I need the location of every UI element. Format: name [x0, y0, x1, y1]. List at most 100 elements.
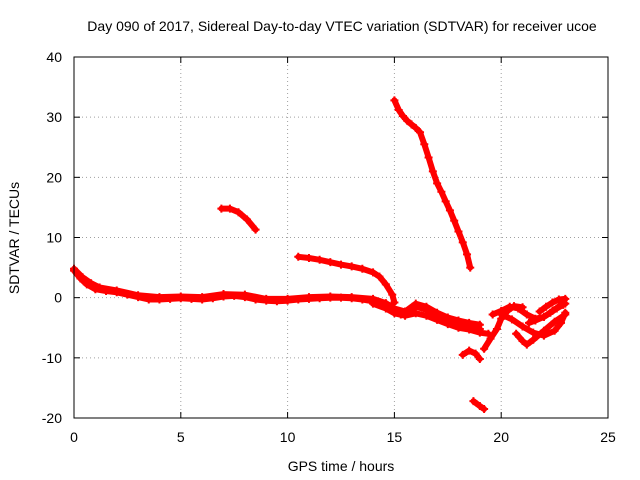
data-point — [505, 302, 514, 311]
data-point — [559, 300, 568, 309]
data-point — [390, 96, 399, 105]
x-tick-label: 15 — [387, 429, 403, 445]
x-tick-labels: 0 5 10 15 20 25 — [70, 429, 616, 445]
data-point — [134, 291, 143, 300]
y-tick-label: -10 — [42, 350, 62, 366]
data-point — [388, 290, 397, 299]
data-point — [326, 258, 335, 267]
data-point — [518, 322, 527, 331]
data-point — [78, 273, 87, 282]
y-tick-label: 0 — [54, 290, 62, 306]
data-point — [475, 320, 484, 329]
data-point — [450, 216, 459, 225]
data-point — [403, 116, 412, 125]
data-point — [466, 263, 475, 272]
data-point — [535, 307, 544, 316]
x-tick-label: 20 — [493, 429, 509, 445]
data-point — [347, 262, 356, 271]
data-point — [475, 355, 484, 364]
data-point — [283, 294, 292, 303]
data-point — [217, 204, 226, 213]
data-point — [369, 299, 378, 308]
data-point — [337, 260, 345, 269]
data-point — [198, 293, 207, 302]
x-tick-label: 5 — [177, 429, 185, 445]
x-tick-label: 25 — [600, 429, 616, 445]
data-point — [234, 208, 243, 217]
data-point — [539, 326, 548, 335]
data-point — [546, 308, 555, 317]
data-point — [475, 328, 484, 337]
y-tick-label: 20 — [46, 169, 62, 185]
data-point — [531, 316, 540, 325]
data-point — [398, 111, 407, 120]
data-point — [358, 264, 367, 273]
data-point — [463, 250, 472, 259]
data-point — [475, 401, 484, 410]
data-point — [529, 328, 538, 337]
data-point — [443, 320, 452, 329]
series-arc-18h-low — [459, 347, 483, 362]
data-point — [486, 334, 495, 343]
x-axis-label: GPS time / hours — [288, 458, 395, 474]
data-point — [416, 128, 425, 137]
data-point — [522, 340, 531, 349]
data-point — [424, 153, 433, 162]
data-series — [70, 96, 570, 413]
data-point — [497, 310, 506, 319]
data-point — [480, 344, 489, 353]
data-point — [454, 227, 463, 236]
data-point — [512, 329, 521, 338]
data-point — [219, 290, 228, 299]
data-point — [529, 335, 538, 344]
grid-lines — [74, 57, 608, 418]
data-point — [469, 397, 478, 406]
data-point — [458, 350, 467, 359]
data-point — [394, 105, 403, 114]
data-point — [465, 346, 474, 355]
data-point — [518, 336, 527, 345]
data-point — [542, 302, 551, 311]
x-tick-label: 10 — [280, 429, 296, 445]
data-point — [347, 293, 356, 302]
data-point — [251, 225, 260, 234]
data-point — [433, 308, 442, 317]
data-point — [155, 293, 164, 302]
data-point — [304, 293, 313, 302]
data-point — [471, 349, 480, 358]
data-point — [428, 167, 437, 176]
y-tick-label: -20 — [42, 410, 62, 426]
data-point — [539, 312, 548, 321]
data-point — [326, 292, 335, 301]
data-point — [548, 298, 557, 307]
data-point — [176, 292, 185, 301]
data-point — [411, 299, 420, 308]
data-point — [262, 294, 271, 303]
data-point — [454, 316, 463, 325]
data-point — [480, 404, 489, 413]
data-point — [552, 304, 561, 313]
data-point — [465, 325, 474, 334]
axis-ticks — [73, 56, 609, 419]
data-point — [524, 318, 533, 327]
data-point — [304, 253, 313, 262]
data-point — [87, 279, 96, 288]
data-point — [561, 310, 570, 319]
data-point — [420, 140, 429, 149]
data-point — [445, 206, 454, 215]
data-point — [315, 255, 324, 264]
data-point — [95, 283, 104, 292]
data-point — [488, 310, 497, 319]
data-point — [112, 286, 121, 295]
data-point — [550, 326, 559, 335]
data-point — [422, 302, 431, 311]
data-point — [437, 187, 446, 196]
data-point — [433, 179, 442, 188]
data-point — [369, 268, 378, 277]
data-point — [458, 238, 467, 247]
data-point — [507, 315, 516, 324]
data-point — [441, 197, 450, 206]
data-point — [522, 310, 531, 319]
y-tick-labels: -20 -10 0 10 20 30 40 — [42, 49, 62, 426]
